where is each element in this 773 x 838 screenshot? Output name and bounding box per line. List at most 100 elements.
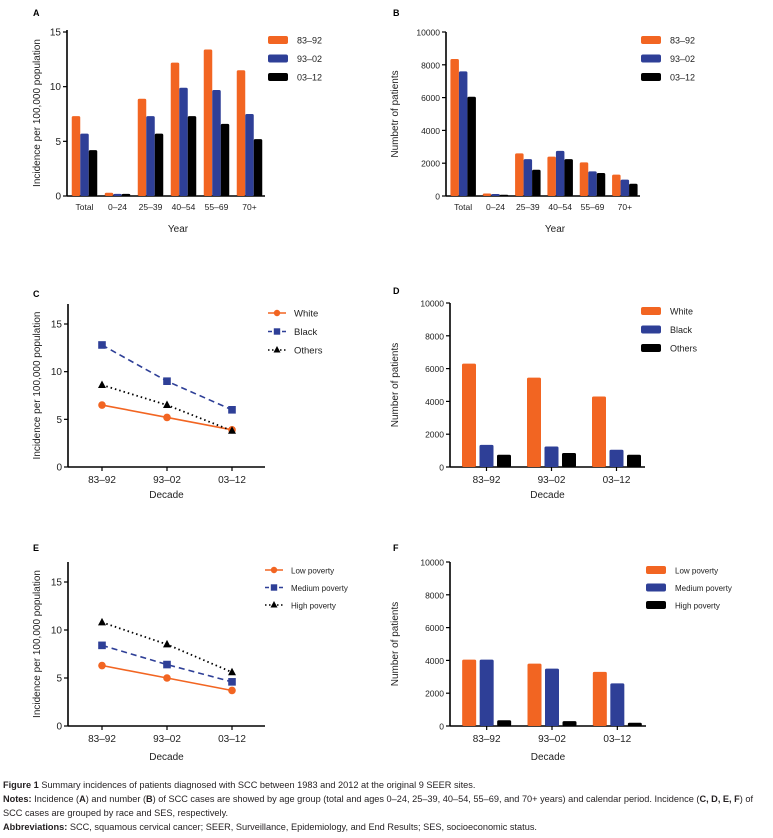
x-tick-label: 0–24	[108, 202, 127, 212]
y-tick-label: 15	[51, 320, 63, 331]
bar	[544, 446, 559, 467]
legend-swatch	[268, 36, 288, 44]
y-tick-label: 0	[56, 463, 62, 474]
caption-notes: Notes: Incidence (A) and number (B) of S…	[3, 792, 771, 820]
bar	[462, 363, 476, 467]
y-tick-label: 5	[56, 415, 62, 426]
x-tick-label: 03–12	[603, 734, 631, 745]
x-tick-label: 55–69	[205, 202, 229, 212]
panel-label: E	[33, 543, 39, 553]
legend-label: Black	[670, 325, 693, 335]
bar	[609, 449, 624, 467]
legend-item: Others	[641, 344, 698, 354]
x-tick-label: 83–92	[88, 734, 116, 745]
x-tick-label: 03–12	[218, 734, 246, 745]
bar	[562, 453, 576, 467]
data-point	[163, 639, 171, 648]
bar	[562, 721, 577, 726]
bar	[499, 194, 509, 196]
y-tick-label: 0	[435, 192, 440, 202]
y-tick-label: 10000	[420, 558, 444, 568]
data-point	[228, 406, 236, 414]
y-tick-label: 0	[439, 463, 444, 473]
legend-swatch	[641, 325, 661, 334]
y-tick-label: 2000	[425, 430, 444, 440]
bar	[547, 156, 556, 196]
y-tick-label: 10	[51, 626, 63, 637]
legend-label: White	[670, 307, 693, 317]
legend-marker	[270, 566, 278, 574]
notes-ref-b: B	[146, 794, 153, 804]
x-tick-label: 83–92	[473, 734, 501, 745]
y-tick-label: 15	[50, 28, 62, 39]
bar	[612, 174, 621, 196]
legend-item: Low poverty	[265, 567, 334, 576]
legend-label: Others	[294, 346, 323, 357]
bar	[187, 116, 197, 196]
y-tick-label: 10	[51, 367, 63, 378]
y-tick-label: 0	[55, 192, 61, 203]
y-tick-label: 0	[56, 722, 62, 733]
bar	[212, 89, 221, 196]
x-tick-label: 70+	[242, 202, 256, 212]
bar	[515, 153, 524, 196]
panel-d: D 0 2000 4000 6000 8000 10000 Number of patient…	[390, 286, 698, 501]
bar	[170, 62, 180, 196]
bar	[458, 71, 468, 196]
x-tick-label: 83–92	[473, 475, 501, 486]
bar	[545, 668, 559, 726]
bar	[555, 150, 565, 196]
bar	[497, 720, 512, 726]
caption-abbreviations: Abbreviations: SCC, squamous cervical ca…	[3, 820, 771, 834]
legend: White Black Others	[268, 309, 323, 357]
x-tick-label: 70+	[618, 202, 632, 212]
bar	[236, 70, 246, 196]
legend-item: Low poverty	[646, 566, 718, 576]
y-tick-label: 10000	[420, 299, 444, 309]
legend-item: High poverty	[646, 601, 720, 611]
bar	[629, 183, 638, 196]
x-tick-label: Total	[76, 202, 94, 212]
data-point	[98, 401, 106, 409]
notes-text: ) of SCC cases are grouped by race and S…	[3, 794, 754, 818]
bar	[245, 114, 254, 196]
bar	[104, 192, 114, 196]
legend-label: 93–02	[297, 54, 322, 64]
figure-text: Summary incidences of patients diagnosed…	[41, 780, 476, 790]
legend: White Black Others	[641, 307, 698, 354]
notes-text: ) and number (	[85, 794, 147, 804]
legend-item: 93–02	[641, 54, 695, 64]
y-axis-label: Number of patients	[390, 602, 401, 687]
y-tick-label: 6000	[421, 93, 440, 103]
legend-swatch	[641, 307, 661, 315]
notes-ref-cdef: C, D, E, F	[699, 794, 740, 804]
bar	[579, 162, 589, 196]
data-point	[163, 400, 171, 409]
panel-e: E 0 5 10 15 Incidence per 100,000 population 8…	[32, 543, 348, 760]
legend-marker	[270, 601, 278, 608]
legend: Low poverty Medium poverty High poverty	[265, 567, 348, 611]
legend-label: 83–92	[297, 36, 322, 46]
figure-caption: Figure 1 Summary incidences of patients …	[3, 778, 771, 834]
legend-label: 93–02	[670, 54, 695, 64]
figure-label: Figure 1	[3, 780, 39, 790]
bar	[71, 116, 81, 196]
legend-item: 93–02	[268, 54, 322, 64]
legend-label: 03–12	[297, 73, 322, 83]
y-tick-label: 6000	[425, 623, 444, 633]
y-tick-label: 10	[50, 82, 62, 93]
legend-swatch	[268, 73, 288, 81]
notes-label: Notes:	[3, 794, 32, 804]
x-axis-label: Decade	[149, 490, 184, 501]
notes-ref-a: A	[79, 794, 86, 804]
legend-swatch	[268, 54, 288, 63]
legend-item: Medium poverty	[646, 583, 732, 593]
data-point	[228, 426, 236, 434]
legend-item: 03–12	[268, 73, 322, 83]
y-tick-label: 10000	[416, 28, 440, 38]
bar	[154, 133, 164, 196]
y-tick-label: 4000	[421, 126, 440, 136]
legend-label: 03–12	[670, 73, 695, 83]
legend-swatch	[646, 566, 666, 574]
bar	[467, 96, 476, 196]
